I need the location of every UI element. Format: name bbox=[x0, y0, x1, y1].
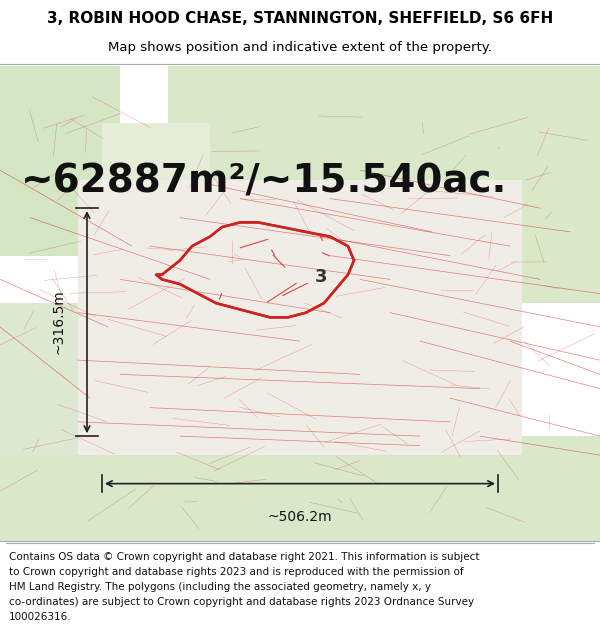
Text: ~62887m²/~15.540ac.: ~62887m²/~15.540ac. bbox=[21, 163, 507, 201]
Text: Contains OS data © Crown copyright and database right 2021. This information is : Contains OS data © Crown copyright and d… bbox=[9, 552, 479, 562]
Bar bbox=[300, 436, 600, 541]
Text: HM Land Registry. The polygons (including the associated geometry, namely x, y: HM Land Registry. The polygons (includin… bbox=[9, 582, 431, 592]
Bar bbox=[480, 66, 600, 184]
Bar bbox=[168, 66, 396, 232]
Text: ~506.2m: ~506.2m bbox=[268, 510, 332, 524]
Text: 3, ROBIN HOOD CHASE, STANNINGTON, SHEFFIELD, S6 6FH: 3, ROBIN HOOD CHASE, STANNINGTON, SHEFFI… bbox=[47, 11, 553, 26]
Bar bbox=[78, 179, 522, 455]
Text: co-ordinates) are subject to Crown copyright and database rights 2023 Ordnance S: co-ordinates) are subject to Crown copyr… bbox=[9, 597, 474, 607]
Text: ~316.5m: ~316.5m bbox=[52, 290, 66, 354]
Text: Map shows position and indicative extent of the property.: Map shows position and indicative extent… bbox=[108, 41, 492, 54]
Bar bbox=[0, 455, 300, 541]
Text: to Crown copyright and database rights 2023 and is reproduced with the permissio: to Crown copyright and database rights 2… bbox=[9, 568, 464, 578]
Bar bbox=[0, 303, 78, 541]
Bar bbox=[102, 122, 210, 256]
Bar bbox=[390, 66, 600, 303]
Text: 3: 3 bbox=[315, 268, 327, 286]
Bar bbox=[0, 66, 120, 256]
Text: 100026316.: 100026316. bbox=[9, 611, 71, 621]
